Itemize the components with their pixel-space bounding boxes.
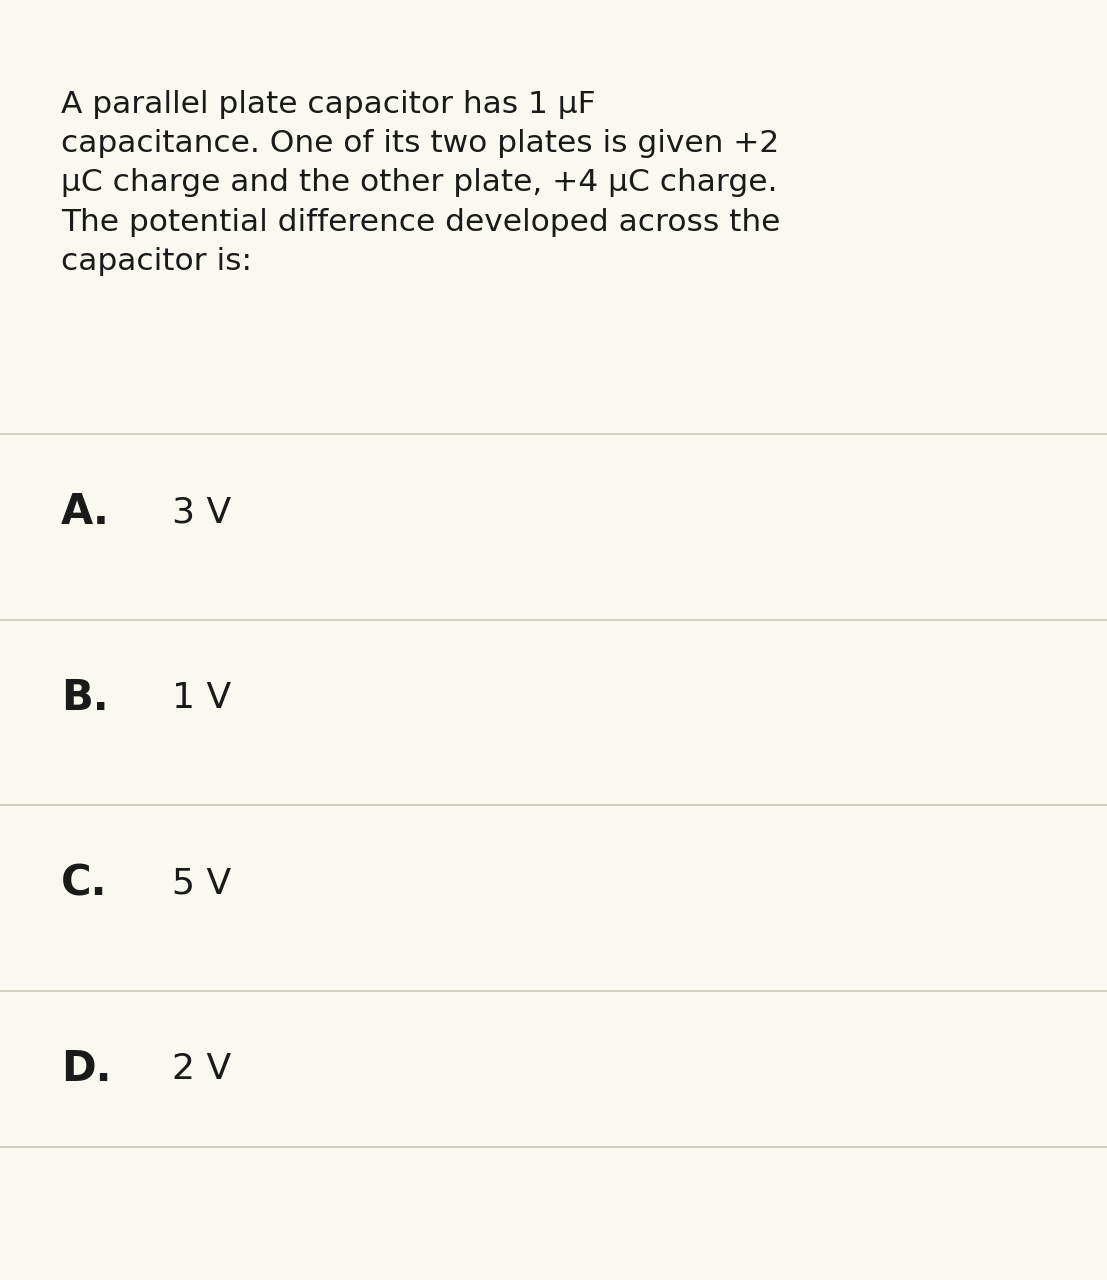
Text: B.: B. bbox=[61, 677, 108, 718]
Text: D.: D. bbox=[61, 1048, 112, 1089]
Text: C.: C. bbox=[61, 863, 107, 904]
Text: A parallel plate capacitor has 1 μF
capacitance. One of its two plates is given : A parallel plate capacitor has 1 μF capa… bbox=[61, 90, 780, 276]
Text: A.: A. bbox=[61, 492, 110, 532]
Text: 3 V: 3 V bbox=[172, 495, 231, 529]
Text: 2 V: 2 V bbox=[172, 1052, 231, 1085]
Text: 5 V: 5 V bbox=[172, 867, 231, 900]
Text: 1 V: 1 V bbox=[172, 681, 231, 714]
